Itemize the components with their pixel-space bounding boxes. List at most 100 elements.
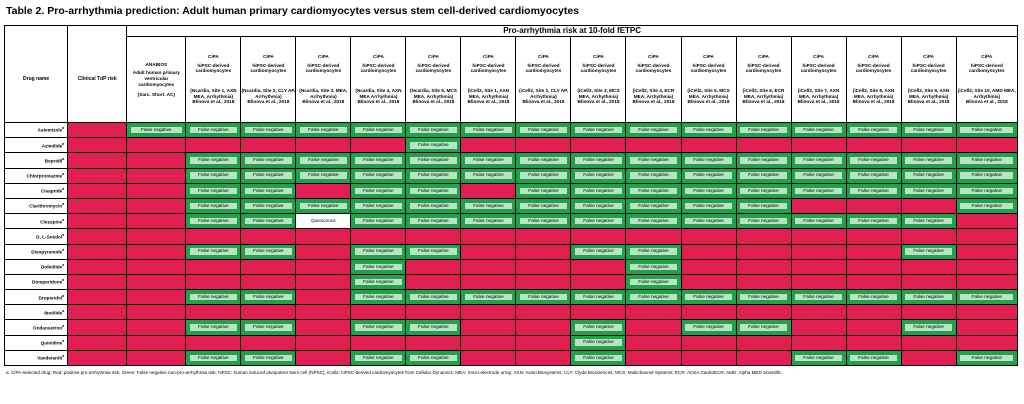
false-negative-label: False negative: [409, 142, 458, 149]
false-negative-cell: False negative: [790, 182, 847, 199]
false-negative-cell: False negative: [680, 152, 737, 169]
column-desc: hiPSC-derived cardiomyocytes: [580, 62, 617, 74]
false-negative-cell: False negative: [680, 121, 737, 139]
positive-risk-cell: [845, 334, 902, 351]
column-desc: hiPSC-derived cardiomyocytes: [250, 62, 287, 74]
positive-risk-cell: [240, 258, 297, 275]
false-negative-label: False negative: [794, 172, 843, 179]
positive-risk-cell: [955, 243, 1019, 260]
positive-risk-cell: [295, 228, 352, 245]
false-negative-cell: False negative: [405, 319, 462, 336]
false-negative-cell: False negative: [240, 319, 297, 336]
column-source: (iCell2, Site 9, AXN MEA, Arrhythmia) Bl…: [907, 88, 950, 105]
positive-risk-cell: [900, 304, 957, 321]
false-negative-label: False negative: [189, 187, 238, 195]
risk-title: Pro-arrhythmia risk at 10-fold fETPC: [126, 25, 1018, 37]
clinical-risk-cell: [67, 304, 128, 321]
positive-risk-cell: [350, 228, 407, 245]
tdp-risk-header: Clinical TdP risk: [67, 36, 128, 123]
column-org: CiPA: [538, 53, 549, 59]
table-row: Droperidola False negative False negative F…: [3, 289, 1019, 306]
positive-risk-cell: [240, 228, 297, 245]
drug-name: Ondansetrona: [3, 319, 69, 336]
false-negative-cell: False negative: [625, 213, 682, 230]
positive-risk-cell: [955, 228, 1019, 245]
positive-risk-cell: [295, 289, 352, 306]
false-negative-label: False negative: [960, 187, 1014, 195]
false-negative-label: False negative: [299, 202, 348, 210]
column-header: CiPA hiPSC-derived cardiomyocytes (iCell2,…: [790, 36, 847, 123]
column-org: CiPA: [372, 53, 384, 59]
positive-risk-cell: [900, 258, 957, 275]
false-negative-label: False negative: [574, 172, 623, 179]
positive-risk-cell: [460, 319, 517, 336]
false-negative-cell: False negative: [790, 213, 847, 230]
column-desc: hiPSC-derived cardiomyocytes: [195, 62, 232, 74]
column-header: CiPA hiPSC-derived cardiomyocytes (iCell2,…: [955, 36, 1019, 123]
positive-risk-cell: [185, 228, 242, 245]
column-desc: hiPSC-derived cardiomyocytes: [745, 62, 782, 74]
positive-risk-cell: [790, 273, 847, 291]
positive-risk-cell: [680, 258, 737, 275]
false-negative-label: False negative: [629, 157, 678, 164]
false-negative-label: False negative: [960, 354, 1014, 362]
false-negative-label: False negative: [629, 293, 678, 301]
table-row: Vandetaniba False negative False negative F…: [3, 349, 1019, 367]
false-negative-label: False negative: [794, 354, 843, 362]
false-negative-label: False negative: [739, 172, 788, 179]
positive-risk-cell: [515, 304, 572, 321]
false-negative-cell: False negative: [735, 167, 792, 184]
false-negative-label: False negative: [574, 202, 623, 210]
drug-superscript: a: [62, 323, 65, 328]
false-negative-cell: False negative: [405, 152, 462, 169]
positive-risk-cell: [680, 334, 737, 351]
table-row: Chlorpromazinea False negative False negat…: [3, 167, 1019, 184]
table-row: Quinidinea False negative: [3, 334, 1019, 351]
drug-label: Chlorpromazine: [26, 173, 63, 179]
positive-risk-cell: [955, 273, 1019, 291]
drug-label: Cisapride: [40, 188, 63, 194]
positive-risk-cell: [126, 137, 187, 154]
drug-label: Astemizole: [37, 128, 63, 133]
column-desc: hiPSC-derived cardiomyocytes: [800, 62, 837, 74]
false-negative-cell: False negative: [295, 152, 352, 169]
column-desc: hiPSC-derived cardiomyocytes: [968, 62, 1005, 74]
drug-label: Azimilide: [41, 143, 63, 149]
positive-risk-cell: [350, 137, 407, 154]
false-negative-cell: False negative: [625, 182, 682, 199]
false-negative-label: False negative: [189, 248, 238, 255]
drug-name: Clozapinea: [3, 213, 69, 230]
false-negative-label: False negative: [629, 172, 678, 179]
false-negative-label: False negative: [629, 278, 678, 286]
positive-risk-cell: [680, 349, 737, 367]
positive-risk-cell: [790, 258, 847, 275]
false-negative-cell: False negative: [845, 289, 902, 306]
false-negative-cell: False negative: [955, 167, 1019, 184]
false-negative-cell: False negative: [405, 137, 462, 154]
false-negative-label: False negative: [849, 354, 898, 362]
false-negative-label: False negative: [244, 354, 293, 362]
positive-risk-cell: [845, 319, 902, 336]
false-negative-label: False negative: [684, 217, 733, 225]
false-negative-label: False negative: [629, 187, 678, 195]
positive-risk-cell: [790, 243, 847, 260]
false-negative-cell: False negative: [900, 121, 957, 139]
false-negative-cell: False negative: [405, 349, 462, 367]
false-negative-label: False negative: [794, 187, 843, 195]
column-org: CiPA: [207, 53, 219, 59]
drug-label: Clarithromycin: [29, 203, 63, 209]
column-org: CiPA: [868, 53, 879, 59]
positive-risk-cell: [790, 137, 847, 154]
false-negative-cell: False negative: [295, 197, 352, 215]
false-negative-cell: False negative: [680, 289, 737, 306]
positive-risk-cell: [460, 349, 517, 367]
false-negative-label: False negative: [189, 217, 238, 225]
false-negative-cell: False negative: [405, 213, 462, 230]
false-negative-label: False negative: [849, 187, 898, 195]
false-negative-label: False negative: [244, 293, 293, 301]
positive-risk-cell: [126, 334, 187, 351]
positive-risk-cell: [845, 258, 902, 275]
false-negative-label: False negative: [794, 157, 843, 164]
positive-risk-cell: [845, 228, 902, 245]
positive-risk-cell: [625, 319, 682, 336]
